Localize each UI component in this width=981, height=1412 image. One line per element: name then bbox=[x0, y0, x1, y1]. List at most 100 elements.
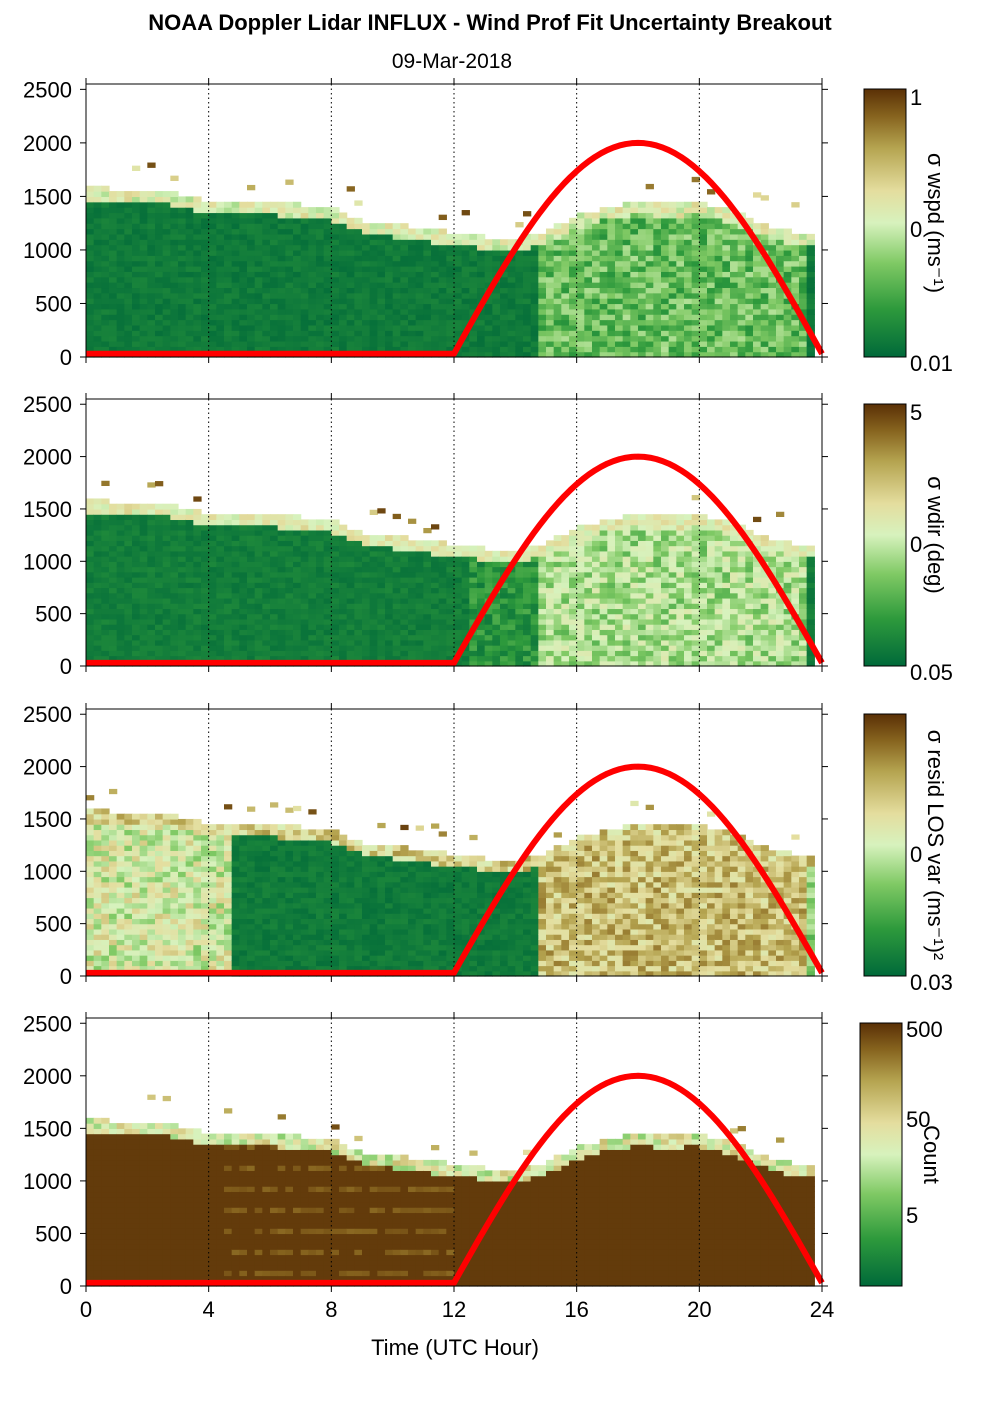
heatmap-cell bbox=[484, 276, 493, 283]
heatmap-cell bbox=[638, 260, 647, 267]
heatmap-cell bbox=[216, 645, 225, 651]
heatmap-cell bbox=[293, 244, 302, 251]
heatmap-cell bbox=[546, 545, 555, 552]
heatmap-cell bbox=[523, 308, 532, 315]
heatmap-cell bbox=[147, 561, 156, 568]
heatmap-cell bbox=[607, 624, 616, 630]
heatmap-cell bbox=[431, 550, 440, 557]
heatmap-cell bbox=[661, 582, 670, 589]
heatmap-cell bbox=[783, 335, 792, 342]
heatmap-cell bbox=[676, 529, 685, 536]
heatmap-cell bbox=[132, 639, 141, 646]
heatmap-cell bbox=[408, 608, 417, 615]
heatmap-cell bbox=[607, 660, 616, 667]
heatmap-cell bbox=[385, 556, 394, 562]
heatmap-cell bbox=[500, 634, 509, 641]
heatmap-cell bbox=[185, 340, 194, 347]
heatmap-cell bbox=[676, 550, 685, 557]
heatmap-cell bbox=[270, 540, 279, 547]
heatmap-cell bbox=[400, 634, 409, 641]
heatmap-cell bbox=[500, 244, 509, 251]
heatmap-cell bbox=[515, 618, 524, 625]
heatmap-cell bbox=[607, 212, 616, 219]
heatmap-cell bbox=[377, 540, 386, 547]
heatmap-cell bbox=[607, 650, 616, 657]
heatmap-cell bbox=[178, 330, 187, 337]
heatmap-cell bbox=[691, 587, 700, 594]
heatmap-cell bbox=[699, 624, 708, 630]
heatmap-cell bbox=[339, 303, 348, 310]
heatmap-cell bbox=[546, 324, 555, 331]
heatmap-cell bbox=[653, 282, 662, 289]
heatmap-cell bbox=[116, 566, 125, 573]
heatmap-cell bbox=[247, 624, 256, 630]
heatmap-cell bbox=[599, 587, 608, 594]
heatmap-cell bbox=[93, 498, 102, 505]
heatmap-cell bbox=[93, 566, 102, 573]
heatmap-cell bbox=[247, 249, 256, 256]
heatmap-cell bbox=[400, 608, 409, 615]
heatmap-cell bbox=[124, 271, 133, 278]
heatmap-cell bbox=[385, 287, 394, 294]
heatmap-cell bbox=[109, 519, 118, 526]
heatmap-cell bbox=[561, 624, 570, 630]
heatmap-cell bbox=[691, 303, 700, 310]
heatmap-cell bbox=[155, 276, 164, 283]
heatmap-cell bbox=[124, 191, 133, 198]
heatmap-cell bbox=[576, 282, 585, 289]
heatmap-cell bbox=[584, 592, 593, 599]
heatmap-cell bbox=[546, 655, 555, 662]
heatmap-cell bbox=[300, 587, 309, 594]
heatmap-cell bbox=[576, 540, 585, 547]
heatmap-cell bbox=[461, 287, 470, 294]
heatmap-cell bbox=[730, 282, 739, 289]
heatmap-cell bbox=[354, 340, 363, 347]
heatmap-cell bbox=[308, 282, 317, 289]
heatmap-cell bbox=[523, 244, 532, 251]
heatmap-cell bbox=[408, 239, 417, 246]
heatmap-cell bbox=[354, 613, 363, 620]
heatmap-cell bbox=[576, 346, 585, 353]
heatmap-cell bbox=[622, 550, 631, 557]
heatmap-cell bbox=[400, 587, 409, 594]
heatmap-cell bbox=[224, 233, 233, 240]
heatmap-cell bbox=[392, 624, 401, 630]
heatmap-cell bbox=[178, 282, 187, 289]
heatmap-cell bbox=[707, 287, 716, 294]
heatmap-cell bbox=[400, 319, 409, 326]
heatmap-cell bbox=[208, 582, 217, 589]
heatmap-cell bbox=[515, 298, 524, 305]
heatmap-cell bbox=[93, 324, 102, 331]
heatmap-cell bbox=[576, 244, 585, 251]
heatmap-cell bbox=[546, 550, 555, 557]
heatmap-cell bbox=[561, 282, 570, 289]
heatmap-cell bbox=[362, 624, 371, 630]
heatmap-cell bbox=[93, 503, 102, 510]
heatmap-cell bbox=[722, 634, 731, 641]
heatmap-cell bbox=[208, 340, 217, 347]
heatmap-cell bbox=[231, 271, 240, 278]
heatmap-cell bbox=[783, 228, 792, 235]
heatmap-cell bbox=[615, 550, 624, 557]
heatmap-cell bbox=[745, 629, 754, 636]
heatmap-cell bbox=[722, 239, 731, 246]
heatmap-cell bbox=[469, 335, 478, 342]
heatmap-cell bbox=[208, 535, 217, 541]
heatmap-cell bbox=[691, 266, 700, 272]
heatmap-cell bbox=[454, 613, 463, 620]
heatmap-cell bbox=[308, 330, 317, 337]
heatmap-cell bbox=[730, 314, 739, 321]
heatmap-cell bbox=[262, 608, 271, 615]
heatmap-cell bbox=[438, 340, 447, 347]
heatmap-cell bbox=[645, 228, 654, 235]
heatmap-cell bbox=[630, 314, 639, 321]
heatmap-cell bbox=[538, 346, 547, 353]
heatmap-cell bbox=[86, 308, 95, 315]
heatmap-cell bbox=[776, 287, 785, 294]
heatmap-cell bbox=[684, 540, 693, 547]
heatmap-cell bbox=[109, 582, 118, 589]
heatmap-cell bbox=[415, 556, 424, 562]
heatmap-cell bbox=[170, 587, 179, 594]
heatmap-cell bbox=[86, 319, 95, 326]
heatmap-cell bbox=[446, 561, 455, 568]
